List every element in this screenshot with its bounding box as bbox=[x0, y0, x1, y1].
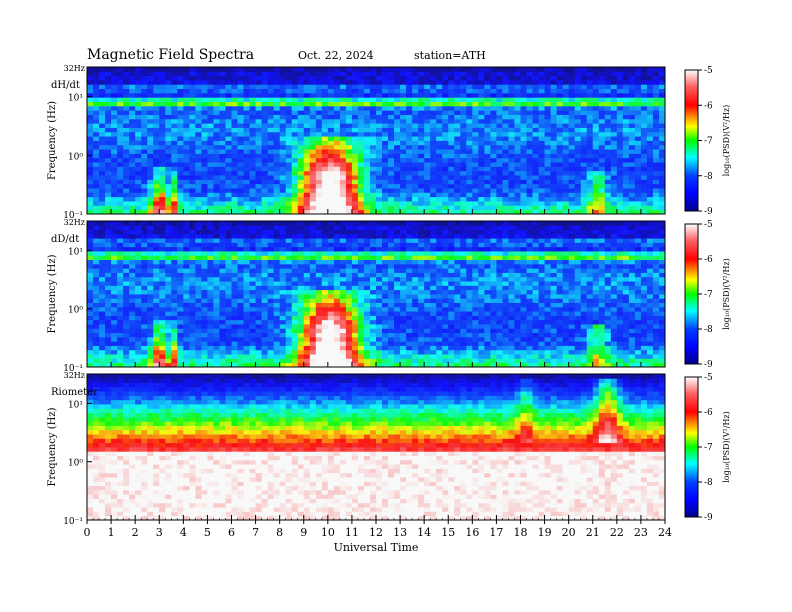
y-axis-label: Frequency (Hz) bbox=[47, 101, 58, 180]
noise-overlay bbox=[87, 67, 665, 214]
chart-station: station=ATH bbox=[414, 49, 486, 62]
colorbar bbox=[684, 69, 699, 212]
y-tick-label: 10¹ bbox=[68, 94, 83, 104]
y-tick-label: 10⁻¹ bbox=[63, 211, 83, 221]
y-tick-label: 10⁰ bbox=[68, 152, 83, 162]
colorbar-tick-label: -9 bbox=[704, 207, 713, 217]
spectrogram-panel-0 bbox=[87, 67, 665, 214]
colorbar-tick-label: -8 bbox=[704, 172, 713, 182]
colorbar-label: log₁₀(PSD)(V²/Hz) bbox=[722, 105, 731, 177]
colorbar-tick-label: -7 bbox=[704, 137, 713, 147]
top-frequency-label: 32Hz bbox=[64, 64, 85, 73]
panel-label: dH/dt bbox=[51, 80, 80, 91]
colorbar-tick-label: -5 bbox=[704, 66, 713, 76]
colorbar-tick-label: -6 bbox=[704, 101, 713, 111]
chart-title: Magnetic Field Spectra bbox=[87, 47, 254, 63]
chart-date: Oct. 22, 2024 bbox=[298, 49, 374, 62]
spectrogram-panel-1 bbox=[87, 221, 665, 367]
